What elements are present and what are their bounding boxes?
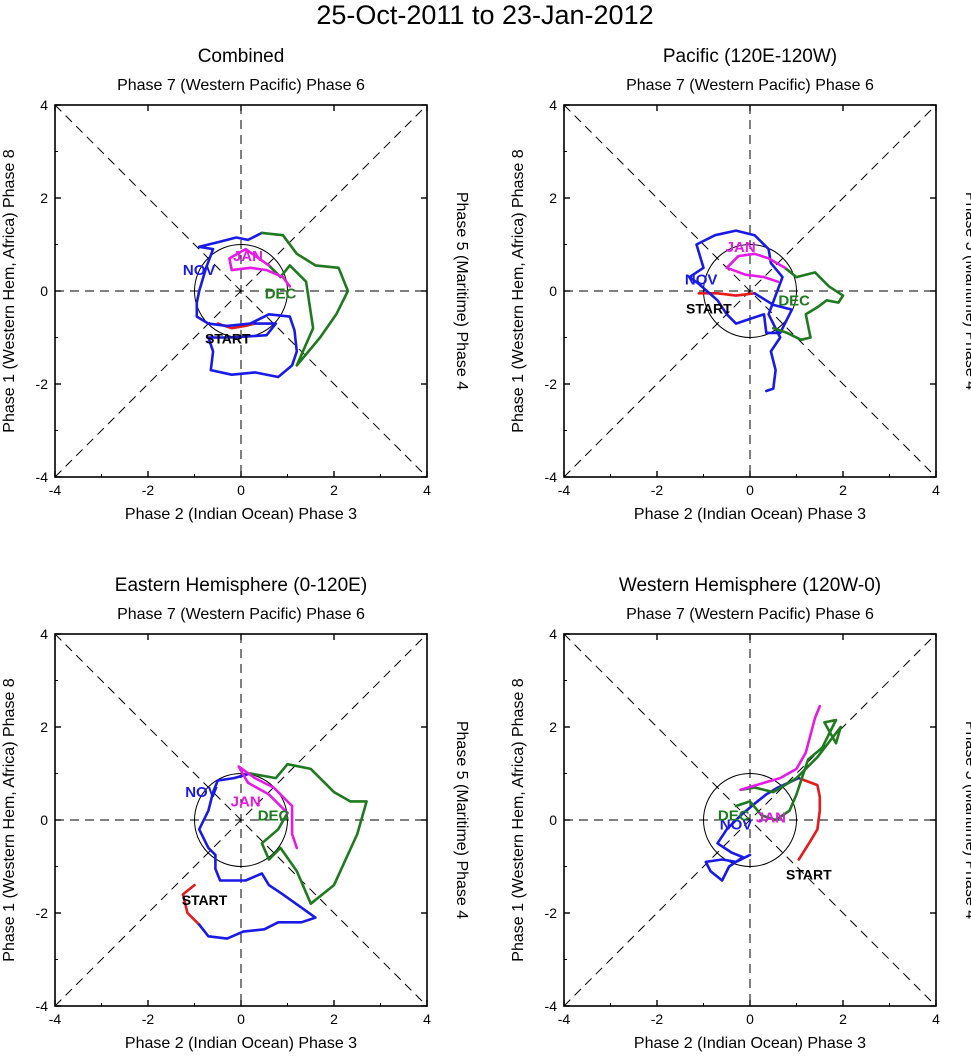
unit-circle [194,773,288,867]
y-tick-label: 2 [549,190,557,206]
left-phase-label: Phase 1 (Western Hem, Africa) Phase 8 [510,149,527,432]
panel-title: Combined [198,46,285,67]
x-tick-label: -2 [142,482,155,498]
y-tick-label: 0 [40,812,48,828]
x-tick-label: 2 [839,482,847,498]
left-phase-label: Phase 1 (Western Hem, Africa) Phase 8 [510,678,527,961]
month-label-jan: JAN [233,248,263,265]
unit-circle [703,244,797,338]
x-tick-label: -4 [49,482,62,498]
left-phase-label: Phase 1 (Western Hem, Africa) Phase 8 [1,149,18,432]
y-tick-label: 4 [40,626,48,642]
month-label-nov: NOV [720,817,753,834]
y-tick-label: -2 [36,905,49,921]
right-phase-label: Phase 5 (Maritime) Phase 4 [962,721,971,919]
month-label-dec: DEC [258,807,290,824]
month-label-jan: JAN [231,793,261,810]
unit-circle [703,773,797,867]
series-line-oct [697,291,756,297]
series-line-nov [195,231,299,379]
series-line-jan [725,252,787,284]
y-tick-label: 0 [549,812,557,828]
month-label-dec: DEC [778,292,810,309]
right-phase-label: Phase 5 (Maritime) Phase 4 [962,192,971,390]
y-tick-label: -2 [545,905,558,921]
y-tick-label: 4 [549,626,557,642]
top-phase-label: Phase 7 (Western Pacific) Phase 6 [626,77,874,94]
x-tick-label: 0 [746,1011,754,1027]
y-tick-label: -4 [36,469,49,485]
y-tick-label: -4 [545,998,558,1014]
start-label: START [205,331,251,347]
x-tick-label: 4 [423,1011,431,1027]
panel-combined: Combined Phase 7 (Western Pacific) Phase … [1,46,470,523]
start-label: START [686,300,732,316]
x-tick-label: -2 [651,482,664,498]
y-tick-label: -4 [36,998,49,1014]
right-phase-label: Phase 5 (Maritime) Phase 4 [453,192,470,390]
top-phase-label: Phase 7 (Western Pacific) Phase 6 [117,606,365,623]
y-tick-label: 4 [40,97,48,113]
y-tick-label: 2 [40,190,48,206]
x-tick-label: 0 [237,1011,245,1027]
x-tick-label: -4 [558,482,571,498]
series-line-dec [249,762,368,906]
series-line-jan [739,704,822,792]
x-tick-label: 4 [932,1011,940,1027]
y-tick-label: 2 [40,719,48,735]
series-line-dec [771,266,845,342]
x-tick-label: -2 [651,1011,664,1027]
x-tick-label: -4 [558,1011,571,1027]
x-tick-label: 4 [932,482,940,498]
y-tick-label: -4 [545,469,558,485]
series-line-oct [181,883,201,926]
y-tick-label: 4 [549,97,557,113]
month-label-dec: DEC [718,807,750,824]
month-label-nov: NOV [685,271,718,288]
bottom-phase-label: Phase 2 (Indian Ocean) Phase 3 [634,506,866,523]
month-label-dec: DEC [265,285,297,302]
month-label-jan: JAN [726,239,756,256]
month-label-nov: NOV [183,262,216,279]
y-tick-label: 0 [549,283,557,299]
panel-pacific: Pacific (120E-120W) Phase 7 (Western Paci… [510,46,971,523]
x-tick-label: -2 [142,1011,155,1027]
month-label-nov: NOV [185,784,218,801]
top-phase-label: Phase 7 (Western Pacific) Phase 6 [117,77,365,94]
x-tick-label: 0 [746,482,754,498]
series-line-oct [797,776,822,861]
x-tick-label: 2 [839,1011,847,1027]
left-phase-label: Phase 1 (Western Hem, Africa) Phase 8 [1,678,18,961]
panel-western-hemisphere: Western Hemisphere (120W-0) Phase 7 (West… [510,575,971,1052]
series-line-dec [734,718,843,822]
series-line-dec [260,231,350,367]
series-line-nov [704,776,801,882]
series-line-jan [237,765,299,850]
start-label: START [786,867,832,883]
x-tick-label: 2 [330,1011,338,1027]
right-phase-label: Phase 5 (Maritime) Phase 4 [453,721,470,919]
figure-title: 25-Oct-2011 to 23-Jan-2012 [316,0,653,30]
bottom-phase-label: Phase 2 (Indian Ocean) Phase 3 [125,1035,357,1052]
y-tick-label: -2 [36,376,49,392]
panel-title: Pacific (120E-120W) [663,46,837,67]
series-line-nov [197,772,317,940]
panel-title: Eastern Hemisphere (0-120E) [115,575,367,596]
y-tick-label: 2 [549,719,557,735]
top-phase-label: Phase 7 (Western Pacific) Phase 6 [626,606,874,623]
month-label-jan: JAN [756,810,786,827]
x-tick-label: 4 [423,482,431,498]
series-line-jan [228,247,292,288]
panel-title: Western Hemisphere (120W-0) [619,575,881,596]
x-tick-label: 0 [237,482,245,498]
x-tick-label: 2 [330,482,338,498]
bottom-phase-label: Phase 2 (Indian Ocean) Phase 3 [125,506,357,523]
y-tick-label: 0 [40,283,48,299]
y-tick-label: -2 [545,376,558,392]
start-label: START [182,892,228,908]
panel-eastern-hemisphere: Eastern Hemisphere (0-120E) Phase 7 (West… [1,575,470,1052]
bottom-phase-label: Phase 2 (Indian Ocean) Phase 3 [634,1035,866,1052]
x-tick-label: -4 [49,1011,62,1027]
